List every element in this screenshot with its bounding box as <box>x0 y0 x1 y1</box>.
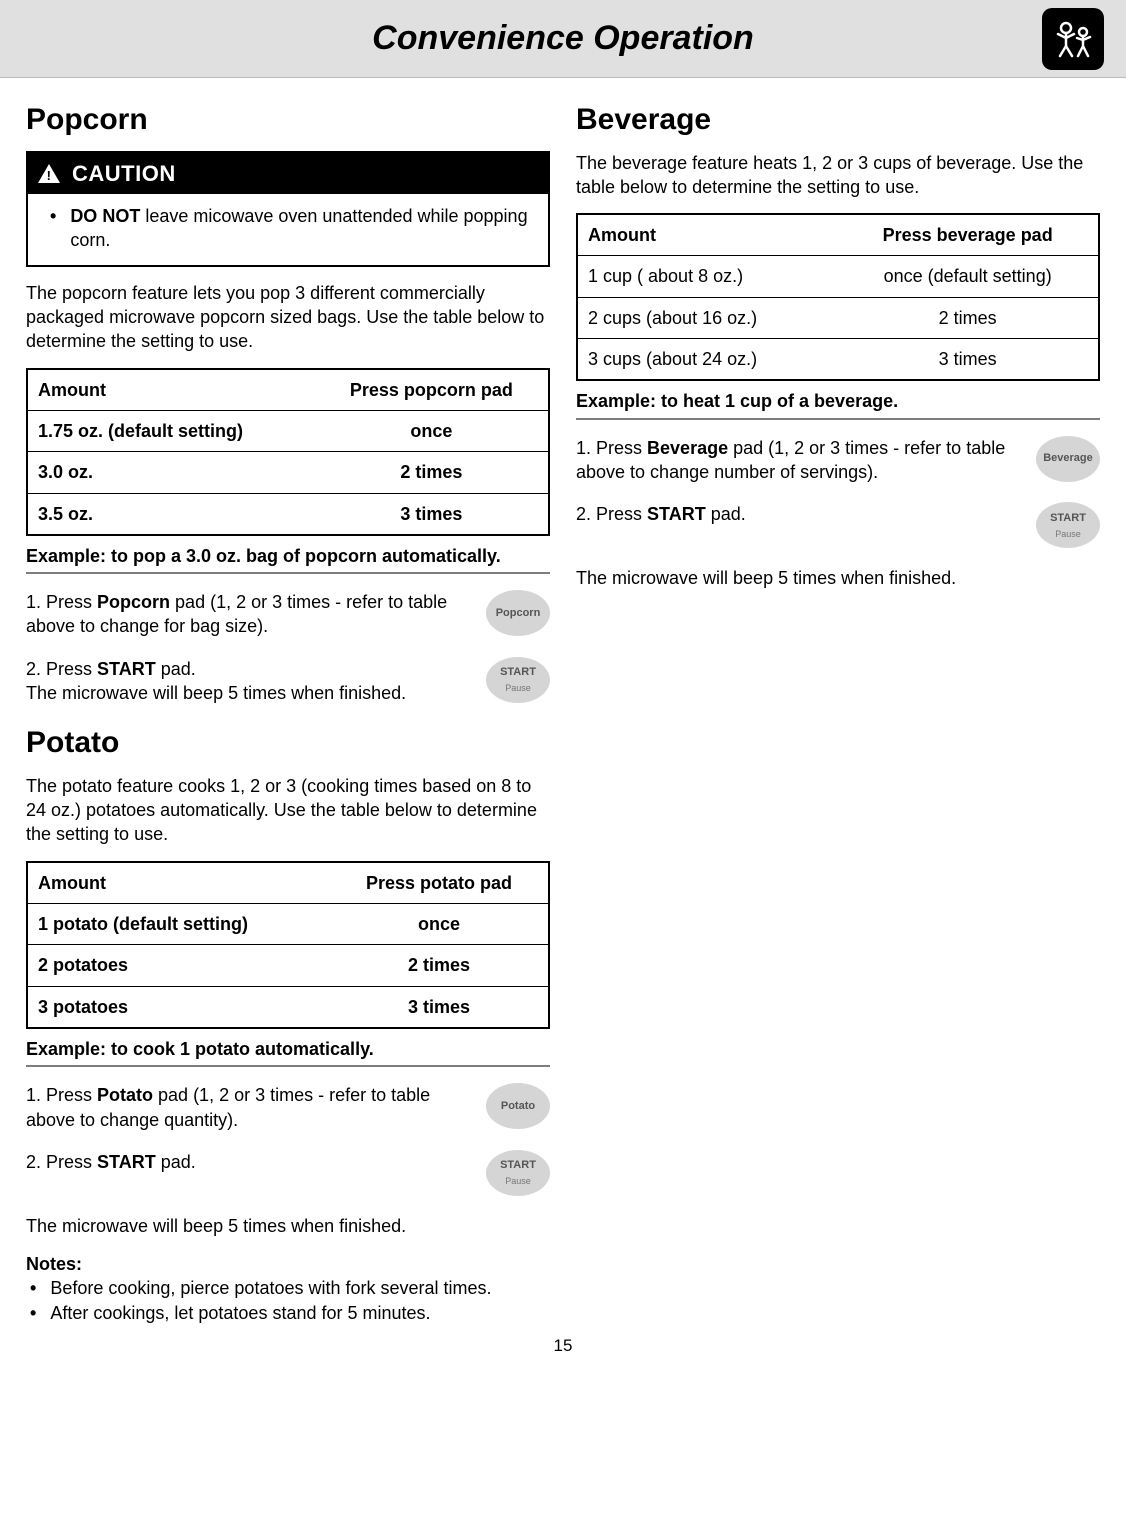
th-press: Press popcorn pad <box>315 369 549 411</box>
potato-intro: The potato feature cooks 1, 2 or 3 (cook… <box>26 774 550 847</box>
beverage-example: Example: to heat 1 cup of a beverage. <box>576 389 1100 419</box>
list-item: •After cookings, let potatoes stand for … <box>26 1301 550 1325</box>
notes-heading: Notes: <box>26 1252 550 1276</box>
beverage-step1: 1. Press Beverage pad (1, 2 or 3 times -… <box>576 436 1026 485</box>
left-column: Popcorn CAUTION •DO NOT leave micowave o… <box>26 100 550 1325</box>
start-pad-icon: STARTPause <box>486 1150 550 1196</box>
table-row: 3.5 oz.3 times <box>27 493 549 535</box>
potato-finish: The microwave will beep 5 times when fin… <box>26 1214 550 1238</box>
caution-box: CAUTION •DO NOT leave micowave oven unat… <box>26 151 550 267</box>
popcorn-intro: The popcorn feature lets you pop 3 diffe… <box>26 281 550 354</box>
start-pad-icon: STARTPause <box>1036 502 1100 548</box>
potato-step1: 1. Press Potato pad (1, 2 or 3 times - r… <box>26 1083 476 1132</box>
table-row: 1 cup ( about 8 oz.)once (default settin… <box>577 256 1099 297</box>
start-pad-icon: STARTPause <box>486 657 550 703</box>
beverage-heading: Beverage <box>576 100 1100 141</box>
header-logo-icon <box>1042 8 1104 70</box>
beverage-step2: 2. Press START pad. <box>576 502 1026 526</box>
beverage-finish: The microwave will beep 5 times when fin… <box>576 566 1100 590</box>
potato-example: Example: to cook 1 potato automatically. <box>26 1037 550 1067</box>
beverage-pad-icon: Beverage <box>1036 436 1100 482</box>
popcorn-example: Example: to pop a 3.0 oz. bag of popcorn… <box>26 544 550 574</box>
warning-icon <box>38 164 60 183</box>
table-row: 2 cups (about 16 oz.)2 times <box>577 297 1099 338</box>
caution-header: CAUTION <box>28 153 548 195</box>
list-item: •Before cooking, pierce potatoes with fo… <box>26 1276 550 1300</box>
page-number: 15 <box>0 1335 1126 1366</box>
potato-table: AmountPress potato pad 1 potato (default… <box>26 861 550 1029</box>
potato-pad-icon: Potato <box>486 1083 550 1129</box>
header-bar: Convenience Operation <box>0 0 1126 78</box>
table-row: 1.75 oz. (default setting)once <box>27 410 549 451</box>
popcorn-pad-icon: Popcorn <box>486 590 550 636</box>
table-row: 1 potato (default setting)once <box>27 904 549 945</box>
potato-heading: Potato <box>26 723 550 764</box>
potato-step2: 2. Press START pad. <box>26 1150 476 1174</box>
caution-text: DO NOT leave micowave oven unattended wh… <box>70 204 532 253</box>
notes-list: •Before cooking, pierce potatoes with fo… <box>26 1276 550 1325</box>
beverage-table: AmountPress beverage pad 1 cup ( about 8… <box>576 213 1100 381</box>
popcorn-step1: 1. Press Popcorn pad (1, 2 or 3 times - … <box>26 590 476 639</box>
th-amount: Amount <box>27 369 315 411</box>
table-row: 3.0 oz.2 times <box>27 452 549 493</box>
caution-label: CAUTION <box>72 159 176 189</box>
right-column: Beverage The beverage feature heats 1, 2… <box>576 100 1100 1325</box>
popcorn-step2: 2. Press START pad.The microwave will be… <box>26 657 476 706</box>
popcorn-heading: Popcorn <box>26 100 550 141</box>
table-row: 2 potatoes2 times <box>27 945 549 986</box>
popcorn-table: AmountPress popcorn pad 1.75 oz. (defaul… <box>26 368 550 536</box>
table-row: 3 potatoes3 times <box>27 986 549 1028</box>
table-row: 3 cups (about 24 oz.)3 times <box>577 338 1099 380</box>
beverage-intro: The beverage feature heats 1, 2 or 3 cup… <box>576 151 1100 200</box>
page-title: Convenience Operation <box>372 16 754 62</box>
